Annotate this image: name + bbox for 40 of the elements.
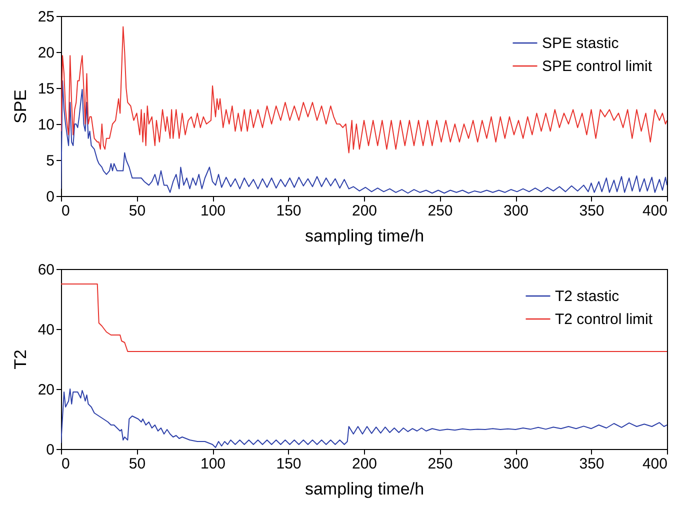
y-tick-label: 25 <box>38 8 54 26</box>
x-tick-label: 250 <box>428 202 453 220</box>
x-tick-label: 100 <box>200 202 226 220</box>
y-tick-label: 40 <box>38 322 54 338</box>
y-tick-label: 60 <box>38 262 54 278</box>
x-tick-label: 400 <box>642 456 668 472</box>
x-tick-label: 50 <box>128 202 146 220</box>
line-series <box>61 388 667 448</box>
y-tick-label: 20 <box>38 382 54 398</box>
line-series <box>61 80 667 194</box>
x-tick-label: 150 <box>276 456 302 472</box>
x-tick-label: 50 <box>128 456 146 472</box>
y-tick-label: 10 <box>38 116 54 134</box>
line-series <box>61 26 667 154</box>
x-tick-label: 300 <box>503 202 529 220</box>
legend-label: SPE stastic <box>542 35 620 52</box>
y-axis-title: SPE <box>10 89 30 124</box>
y-tick-label: 0 <box>46 188 54 206</box>
x-tick-label: 0 <box>62 202 70 220</box>
x-tick-label: 250 <box>428 456 453 472</box>
y-tick-label: 5 <box>46 152 54 170</box>
x-tick-label: 0 <box>62 456 70 472</box>
x-tick-label: 300 <box>503 456 529 472</box>
y-tick-label: 15 <box>38 80 54 98</box>
x-tick-label: 150 <box>276 202 302 220</box>
y-tick-label: 0 <box>46 442 54 458</box>
x-tick-label: 350 <box>579 202 604 220</box>
x-tick-label: 200 <box>352 202 378 220</box>
x-axis-title: sampling time/h <box>304 226 424 246</box>
legend-label: T2 control limit <box>555 311 654 328</box>
x-tick-label: 100 <box>200 456 226 472</box>
y-axis-title: T2 <box>10 350 30 370</box>
x-tick-label: 400 <box>642 202 668 220</box>
x-tick-label: 200 <box>352 456 378 472</box>
x-axis-title: sampling time/h <box>304 480 424 498</box>
line-series <box>61 284 667 352</box>
legend-label: T2 stastic <box>555 288 620 305</box>
legend-label: SPE control limit <box>542 58 653 75</box>
x-tick-label: 350 <box>579 456 604 472</box>
y-tick-label: 20 <box>38 44 54 62</box>
